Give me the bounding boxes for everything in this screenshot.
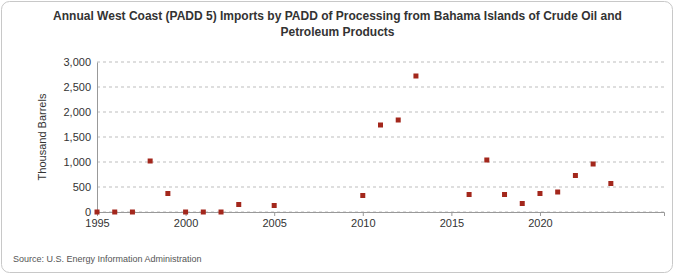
- x-tick: 2000: [174, 212, 198, 229]
- x-axis: 1995 2000 2005 2010 2015 2020: [85, 212, 664, 229]
- grid-line: [97, 162, 664, 163]
- x-tick: 2020: [528, 212, 552, 229]
- y-axis-title: Thousand Barrels: [36, 93, 48, 180]
- point: [608, 181, 613, 186]
- plot: 05001,0001,5002,0002,5003,00019952000200…: [63, 56, 664, 229]
- y-tick-label: 2,000: [63, 106, 91, 118]
- point: [591, 162, 596, 167]
- grid-line: [97, 137, 664, 138]
- point: [148, 159, 153, 164]
- point: [502, 192, 507, 197]
- point: [201, 210, 206, 215]
- point: [573, 173, 578, 178]
- y-tick-label: 1,500: [63, 131, 91, 143]
- y-tick: 2,000: [63, 106, 97, 118]
- chart-title: Annual West Coast (PADD 5) Imports by PA…: [53, 9, 622, 39]
- chart-svg: Annual West Coast (PADD 5) Imports by PA…: [0, 0, 675, 275]
- source-note: Source: U.S. Energy Information Administ…: [13, 254, 202, 264]
- x-tick-label: 2000: [174, 217, 198, 229]
- x-tick-label: 1995: [85, 217, 109, 229]
- point: [413, 74, 418, 79]
- points: [95, 74, 614, 215]
- point: [467, 192, 472, 197]
- x-tick-mark: [451, 212, 452, 216]
- x-tick-mark: [274, 212, 275, 216]
- y-tick-label: 2,500: [63, 81, 91, 93]
- x-tick-label: 2005: [262, 217, 286, 229]
- point: [360, 193, 365, 198]
- grid-line: [97, 187, 664, 188]
- x-tick-label: 2015: [440, 217, 464, 229]
- point: [219, 210, 224, 215]
- y-axis: 05001,0001,5002,0002,5003,000: [63, 56, 97, 218]
- y-tick-label: 500: [73, 181, 91, 193]
- chart-frame: [2, 2, 673, 273]
- y-tick: 1,500: [63, 131, 97, 143]
- point: [95, 210, 100, 215]
- point: [130, 210, 135, 215]
- y-tick: 2,500: [63, 81, 97, 93]
- point: [112, 210, 117, 215]
- grid-line: [97, 112, 664, 113]
- point: [236, 202, 241, 207]
- y-tick: 3,000: [63, 56, 97, 68]
- title-line: Petroleum Products: [280, 25, 394, 39]
- point: [484, 158, 489, 163]
- x-tick-mark: [540, 212, 541, 216]
- y-tick-label: 3,000: [63, 56, 91, 68]
- x-tick: 2010: [351, 212, 375, 229]
- point: [183, 210, 188, 215]
- y-tick-label: 1,000: [63, 156, 91, 168]
- point: [537, 191, 542, 196]
- point: [272, 203, 277, 208]
- x-tick-label: 2020: [528, 217, 552, 229]
- point: [520, 201, 525, 206]
- x-tick: 2005: [262, 212, 286, 229]
- point: [555, 190, 560, 195]
- y-axis-line: [97, 63, 98, 213]
- grid-line: [97, 87, 664, 88]
- x-tick: 1995: [85, 212, 109, 229]
- chart-container: Annual West Coast (PADD 5) Imports by PA…: [0, 0, 675, 275]
- x-axis-line: [98, 213, 665, 217]
- grid-line: [97, 62, 664, 63]
- y-tick: 500: [73, 181, 97, 193]
- x-tick: 2015: [440, 212, 464, 229]
- x-tick-mark: [363, 212, 364, 216]
- x-tick-label: 2010: [351, 217, 375, 229]
- title-line: Annual West Coast (PADD 5) Imports by PA…: [53, 9, 622, 23]
- grid: [97, 62, 664, 212]
- point: [165, 191, 170, 196]
- point: [378, 123, 383, 128]
- y-tick: 1,000: [63, 156, 97, 168]
- point: [396, 118, 401, 123]
